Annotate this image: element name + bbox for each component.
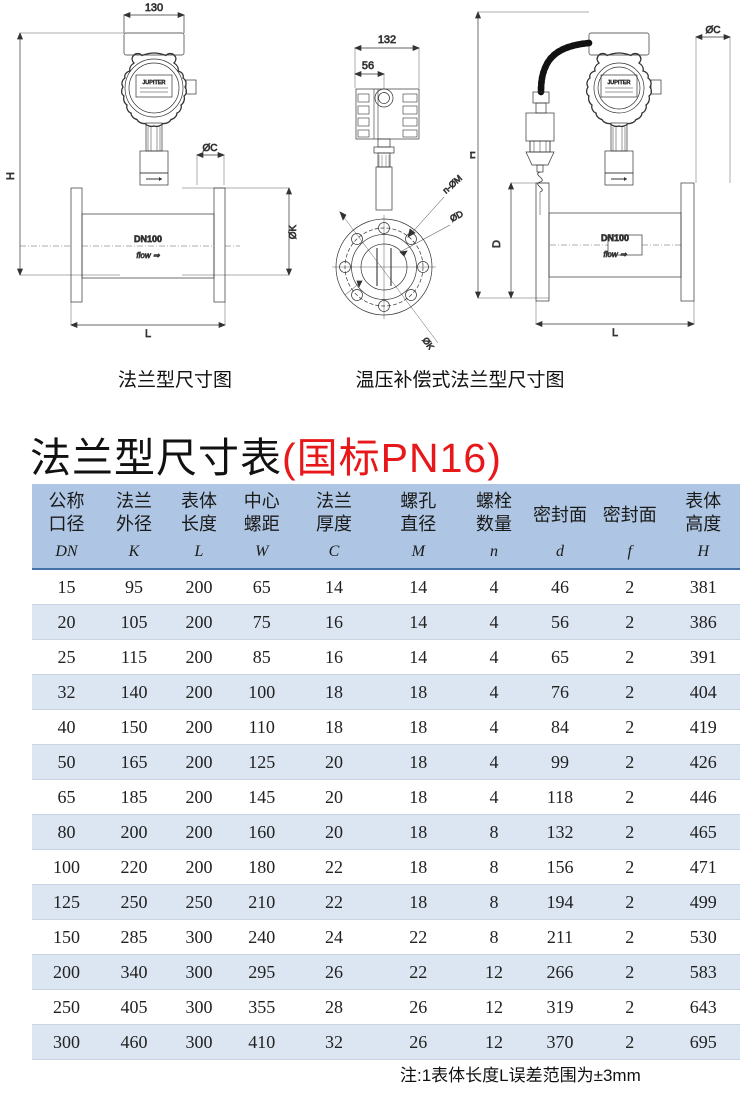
svg-text:JUPITER: JUPITER	[608, 80, 631, 86]
svg-text:JUPITER: JUPITER	[143, 80, 166, 86]
svg-text:flow ⇒: flow ⇒	[603, 250, 626, 259]
svg-text:H: H	[5, 172, 17, 180]
svg-text:DN100: DN100	[601, 233, 629, 243]
svg-text:D: D	[491, 240, 503, 248]
svg-text:132: 132	[378, 34, 396, 46]
svg-text:n-ØM: n-ØM	[441, 173, 464, 195]
svg-text:H: H	[470, 151, 478, 159]
svg-text:ØD: ØD	[448, 208, 465, 223]
svg-text:ØK: ØK	[420, 335, 436, 350]
svg-text:ØC: ØC	[203, 143, 218, 154]
svg-text:130: 130	[145, 2, 163, 14]
svg-text:flow ⇒: flow ⇒	[136, 251, 159, 260]
svg-text:ØK: ØK	[288, 224, 299, 239]
svg-text:56: 56	[362, 60, 374, 72]
svg-text:L: L	[612, 327, 618, 339]
svg-text:ØC: ØC	[706, 25, 721, 36]
svg-text:L: L	[145, 328, 151, 340]
svg-text:DN100: DN100	[134, 234, 162, 244]
